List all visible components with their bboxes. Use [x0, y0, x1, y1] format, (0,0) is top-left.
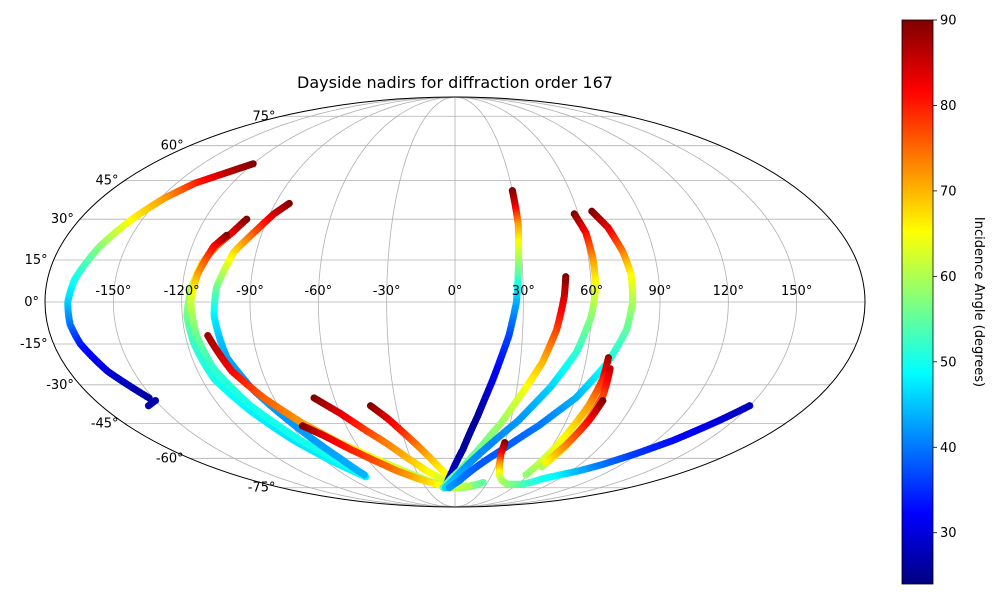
longitude-tick-label: 0°: [448, 284, 463, 299]
colorbar-tick-label: 70: [940, 184, 957, 199]
data-point: [360, 471, 368, 479]
latitude-tick-label: -60°: [156, 451, 184, 466]
latitude-tick-label: -15°: [20, 337, 48, 352]
longitude-tick-label: -120°: [164, 284, 200, 299]
graticule-grid: [45, 97, 865, 507]
longitude-tick-label: 90°: [648, 284, 671, 299]
colorbar-ticks: 30 40 50 60 70 80 90: [933, 14, 957, 541]
longitude-gridline: [112, 97, 456, 507]
longitude-tick-label: -90°: [236, 284, 264, 299]
latitude-tick-label: -45°: [91, 416, 119, 431]
longitude-tick-label: 60°: [580, 284, 603, 299]
data-point: [746, 402, 754, 410]
data-point: [522, 471, 530, 479]
latitude-tick-label: 30°: [51, 212, 74, 227]
colorbar-tick-label: 50: [940, 355, 957, 370]
longitude-tick-label: -30°: [373, 284, 401, 299]
data-point: [542, 458, 550, 467]
longitude-gridline: [181, 97, 456, 507]
longitude-tick-label: -150°: [95, 284, 131, 299]
longitude-tick-label: 150°: [781, 284, 812, 299]
scatter-points: [64, 160, 754, 492]
latitude-tick-label: 0°: [24, 295, 39, 310]
latitude-tick-label: -75°: [248, 481, 276, 496]
longitude-gridline: [454, 97, 798, 507]
latitude-tick-label: -30°: [46, 378, 74, 393]
colorbar-tick-label: 60: [940, 270, 957, 285]
map-boundary: [44, 96, 866, 508]
latitude-tick-label: 15°: [25, 253, 48, 268]
data-point: [445, 484, 453, 492]
latitude-tick-label: 75°: [252, 109, 275, 124]
data-point: [479, 478, 487, 487]
longitude-gridline: [454, 97, 661, 507]
colorbar-tick-label: 90: [940, 14, 957, 29]
colorbar-tick-label: 30: [940, 526, 957, 541]
data-point: [465, 482, 473, 490]
longitude-tick-label: -60°: [304, 284, 332, 299]
latitude-tick-label: 60°: [161, 139, 184, 154]
chart-title: Dayside nadirs for diffraction order 167: [297, 73, 613, 92]
longitude-tick-label: 30°: [512, 284, 535, 299]
colorbar-tick-label: 80: [940, 99, 957, 114]
longitude-tick-label: 120°: [713, 284, 744, 299]
colorbar-label: Incidence Angle (degrees): [971, 217, 986, 387]
longitude-tick-labels: -150° -120° -90° -60° -30° 0° 30° 60° 90° 120° 150…: [95, 284, 812, 299]
colorbar: [901, 19, 934, 585]
latitude-tick-label: 45°: [96, 174, 119, 189]
latitude-tick-labels: 75° 60° 45° 30° 15° 0° -15° -30° -45° -60° -75°: [20, 109, 276, 495]
data-point: [144, 402, 153, 410]
colorbar-tick-label: 40: [940, 441, 957, 456]
